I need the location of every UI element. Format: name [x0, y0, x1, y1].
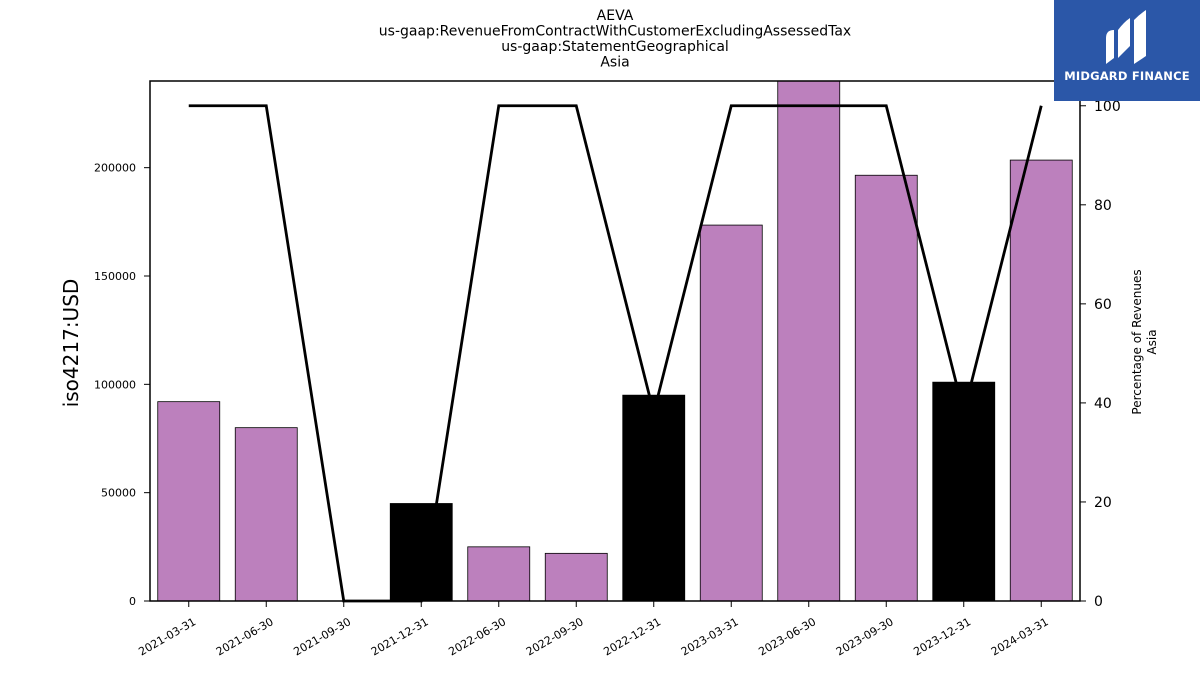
- right-axis: 0 20 40 60 80 100: [1080, 99, 1121, 610]
- bar: [157, 401, 221, 602]
- bar-series: [157, 80, 1073, 602]
- x-tick-label: 2023-06-30: [756, 615, 818, 658]
- y2-tick-label: 60: [1094, 297, 1112, 313]
- x-axis: 2021-03-31 2021-06-30 2021-09-30 2021-12-31…: [136, 601, 1051, 658]
- left-axis: 0 50000 100000 150000 200000: [94, 162, 150, 608]
- x-tick-label: 2021-06-30: [214, 615, 276, 658]
- bar: [234, 427, 298, 602]
- chart-title-line: us-gaap:RevenueFromContractWithCustomerE…: [379, 24, 851, 40]
- y-tick-label: 150000: [94, 270, 136, 283]
- logo-mark-icon: [1106, 10, 1146, 64]
- bar: [544, 552, 608, 602]
- bar: [622, 394, 686, 602]
- right-axis-label: Percentage of Revenues Asia: [1130, 269, 1159, 414]
- y-tick-label: 50000: [101, 487, 136, 500]
- y-tick-label: 100000: [94, 378, 136, 391]
- chart-title: AEVAus-gaap:RevenueFromContractWithCusto…: [379, 8, 851, 71]
- bar: [932, 381, 996, 602]
- y2-tick-label: 40: [1094, 396, 1112, 412]
- x-tick-label: 2022-12-31: [601, 615, 663, 658]
- bar: [389, 503, 453, 602]
- x-tick-label: 2022-06-30: [446, 615, 508, 658]
- y2-tick-label: 80: [1094, 198, 1112, 214]
- y-axis-label: iso4217:USD: [59, 279, 83, 408]
- x-tick-label: 2023-12-31: [911, 615, 973, 658]
- x-tick-label: 2021-12-31: [369, 615, 431, 658]
- y2-tick-label: 20: [1094, 495, 1112, 511]
- y-tick-label: 0: [129, 595, 136, 608]
- right-axis-label-line: Asia: [1145, 329, 1159, 354]
- x-tick-label: 2023-03-31: [679, 615, 741, 658]
- chart-title-line: Asia: [600, 55, 629, 71]
- series-line: [188, 104, 1043, 603]
- plot-frame: [149, 80, 1081, 602]
- right-axis-label-line: Percentage of Revenues: [1130, 269, 1144, 414]
- y-tick-label: 200000: [94, 162, 136, 175]
- logo-text: MIDGARD FINANCE: [1064, 69, 1190, 83]
- bar: [854, 174, 918, 602]
- chart-title-line: us-gaap:StatementGeographical: [501, 39, 729, 55]
- percentage-line-series: [188, 104, 1043, 603]
- bar: [1009, 159, 1073, 602]
- bar: [777, 80, 841, 602]
- logo: MIDGARD FINANCE: [1054, 0, 1200, 101]
- chart-title-line: AEVA: [597, 8, 634, 24]
- x-tick-label: 2022-09-30: [524, 615, 586, 658]
- y2-tick-label: 0: [1094, 594, 1103, 610]
- x-tick-label: 2021-03-31: [136, 615, 198, 658]
- x-tick-label: 2021-09-30: [291, 615, 353, 658]
- x-tick-label: 2023-09-30: [834, 615, 896, 658]
- y2-tick-label: 100: [1094, 99, 1121, 115]
- bar: [699, 224, 763, 602]
- x-tick-label: 2024-03-31: [989, 615, 1051, 658]
- bar: [467, 546, 531, 602]
